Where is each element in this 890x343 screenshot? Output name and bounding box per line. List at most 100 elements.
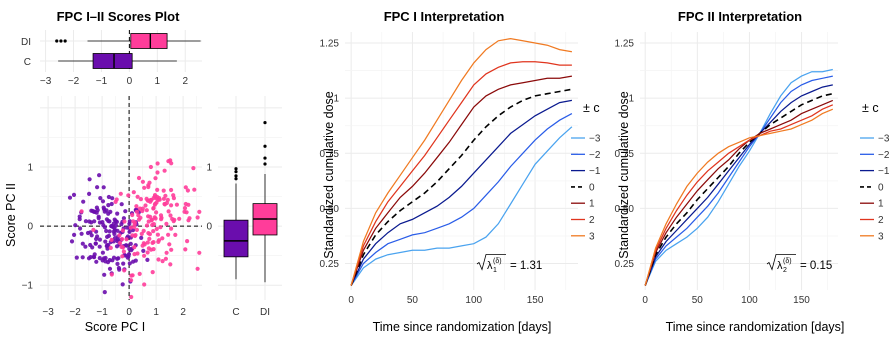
- scatter-point-DI: [148, 164, 153, 170]
- sqrt-symbol: [476, 254, 506, 271]
- scatter-point-DI: [151, 222, 156, 227]
- scatter-point-DI: [134, 227, 139, 232]
- series-line--2: [644, 75, 833, 286]
- scatter-point-DI: [168, 262, 173, 267]
- scatter-point-C: [141, 248, 146, 253]
- scatter-point-DI: [139, 231, 144, 236]
- scatter-point-C: [107, 219, 112, 224]
- scatter-point-DI: [114, 197, 119, 202]
- x-tick-label: −1: [96, 307, 108, 318]
- scatter-point-DI: [154, 200, 159, 205]
- legend-label: −2: [878, 150, 890, 161]
- scatter-point-DI: [129, 278, 134, 283]
- scatter-point-DI: [130, 212, 135, 218]
- scatter-point-DI: [197, 250, 202, 255]
- scatter-point-DI: [186, 202, 191, 207]
- scatter-point-DI: [171, 193, 176, 198]
- scatter-point-DI: [147, 236, 152, 241]
- scatter-point-DI: [144, 208, 149, 213]
- scatter-point-DI: [182, 206, 188, 211]
- scatter-point-DI: [160, 259, 165, 264]
- scatter-point-DI: [155, 161, 160, 166]
- scatter-point-DI: [136, 217, 142, 222]
- outlier-point: [234, 177, 238, 181]
- scores-boxplot-horizontal: DI C −3 −2 −1 0 1 2: [21, 30, 202, 87]
- scatter-point-C: [74, 255, 79, 260]
- scores-scatter: −3 −2 −1 0 1 2 −1 0 1: [22, 96, 202, 318]
- scatter-point-DI: [109, 237, 114, 242]
- scatter-point-DI: [185, 188, 190, 193]
- scatter-point-DI: [145, 240, 150, 245]
- scatter-point-DI: [109, 272, 114, 277]
- scatter-point-DI: [131, 190, 136, 195]
- sqrt-symbol: [766, 254, 796, 271]
- scatter-point-DI: [130, 233, 135, 238]
- scatter-point-DI: [146, 184, 151, 190]
- scatter-x-axis-label: Score PC I: [85, 320, 145, 334]
- x-tick-label: 0: [126, 307, 132, 318]
- scatter-point-DI: [191, 166, 196, 171]
- scatter-point-DI: [120, 254, 125, 259]
- scatter-point-DI: [187, 216, 192, 221]
- scatter-point-C: [110, 258, 115, 263]
- annotation-lambda: λ: [777, 260, 783, 272]
- scatter-point-C: [97, 237, 102, 242]
- legend-label: −1: [878, 166, 890, 177]
- scatter-point-C: [96, 216, 101, 221]
- scatter-point-DI: [142, 282, 147, 287]
- scatter-point-DI: [157, 196, 162, 201]
- y-tick-label: 0.25: [320, 259, 340, 270]
- box-DI: [130, 33, 168, 49]
- scatter-point-C: [69, 239, 75, 244]
- x-tick-label: 2: [180, 307, 186, 318]
- scatter-y-axis-label: Score PC II: [4, 183, 18, 247]
- outlier-point: [234, 174, 238, 178]
- scatter-point-C: [109, 201, 114, 207]
- legend-label: −2: [589, 150, 601, 161]
- scatter-point-C: [101, 185, 106, 190]
- scatter-point-DI: [91, 227, 96, 232]
- scatter-point-DI: [117, 240, 123, 246]
- scatter-point-DI: [79, 209, 84, 214]
- scatter-point-C: [77, 214, 82, 219]
- scatter-point-DI: [122, 219, 127, 224]
- scatter-point-DI: [164, 250, 169, 255]
- scatter-point-C: [106, 203, 111, 208]
- scatter-point-C: [98, 196, 103, 201]
- scatter-point-C: [80, 241, 85, 246]
- scatter-point-C: [78, 226, 83, 231]
- series-line-1: [644, 99, 834, 286]
- scatter-point-C: [113, 219, 118, 224]
- fpc1-x-axis-label: Time since randomization [days]: [373, 320, 552, 334]
- scatter-point-DI: [155, 187, 160, 192]
- scatter-point-DI: [140, 206, 145, 211]
- x-tick-label: −2: [68, 76, 80, 87]
- scatter-point-DI: [183, 247, 188, 252]
- scatter-point-DI: [132, 252, 137, 257]
- x-tick-label: 0: [642, 295, 648, 306]
- scatter-point-C: [107, 229, 112, 234]
- scatter-point-DI: [129, 294, 134, 300]
- scatter-point-DI: [140, 179, 145, 184]
- scatter-point-DI: [133, 233, 138, 238]
- scatter-point-C: [113, 223, 119, 228]
- annotation-sup: (δ): [493, 258, 502, 265]
- scatter-point-C: [101, 205, 106, 210]
- scatter-point-DI: [147, 232, 152, 237]
- scores-boxplot-vertical: C DI 0 1: [206, 96, 282, 318]
- scatter-point-DI: [154, 226, 159, 231]
- scatter-point-C: [94, 236, 99, 242]
- scatter-point-DI: [162, 168, 167, 173]
- fpc2-title: FPC II Interpretation: [678, 9, 802, 24]
- scatter-point-C: [97, 173, 102, 178]
- scatter-point-C: [120, 282, 125, 287]
- scatter-point-DI: [159, 215, 164, 220]
- scatter-point-DI: [126, 193, 131, 198]
- scatter-point-DI: [166, 232, 171, 237]
- scatter-point-C: [127, 246, 132, 251]
- scatter-point-DI: [144, 196, 149, 201]
- scatter-point-C: [110, 196, 115, 201]
- box-C: [92, 53, 133, 69]
- legend-label: 1: [878, 199, 884, 210]
- scatter-point-DI: [132, 245, 137, 250]
